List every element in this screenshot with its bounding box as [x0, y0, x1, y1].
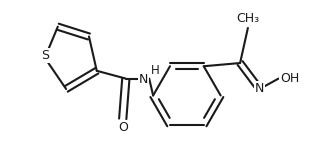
Text: N: N	[255, 83, 264, 95]
Text: OH: OH	[280, 72, 299, 85]
Text: CH₃: CH₃	[236, 12, 259, 25]
Text: N: N	[139, 73, 148, 86]
Text: O: O	[118, 121, 128, 134]
Text: H: H	[151, 64, 160, 77]
Text: S: S	[41, 49, 49, 62]
